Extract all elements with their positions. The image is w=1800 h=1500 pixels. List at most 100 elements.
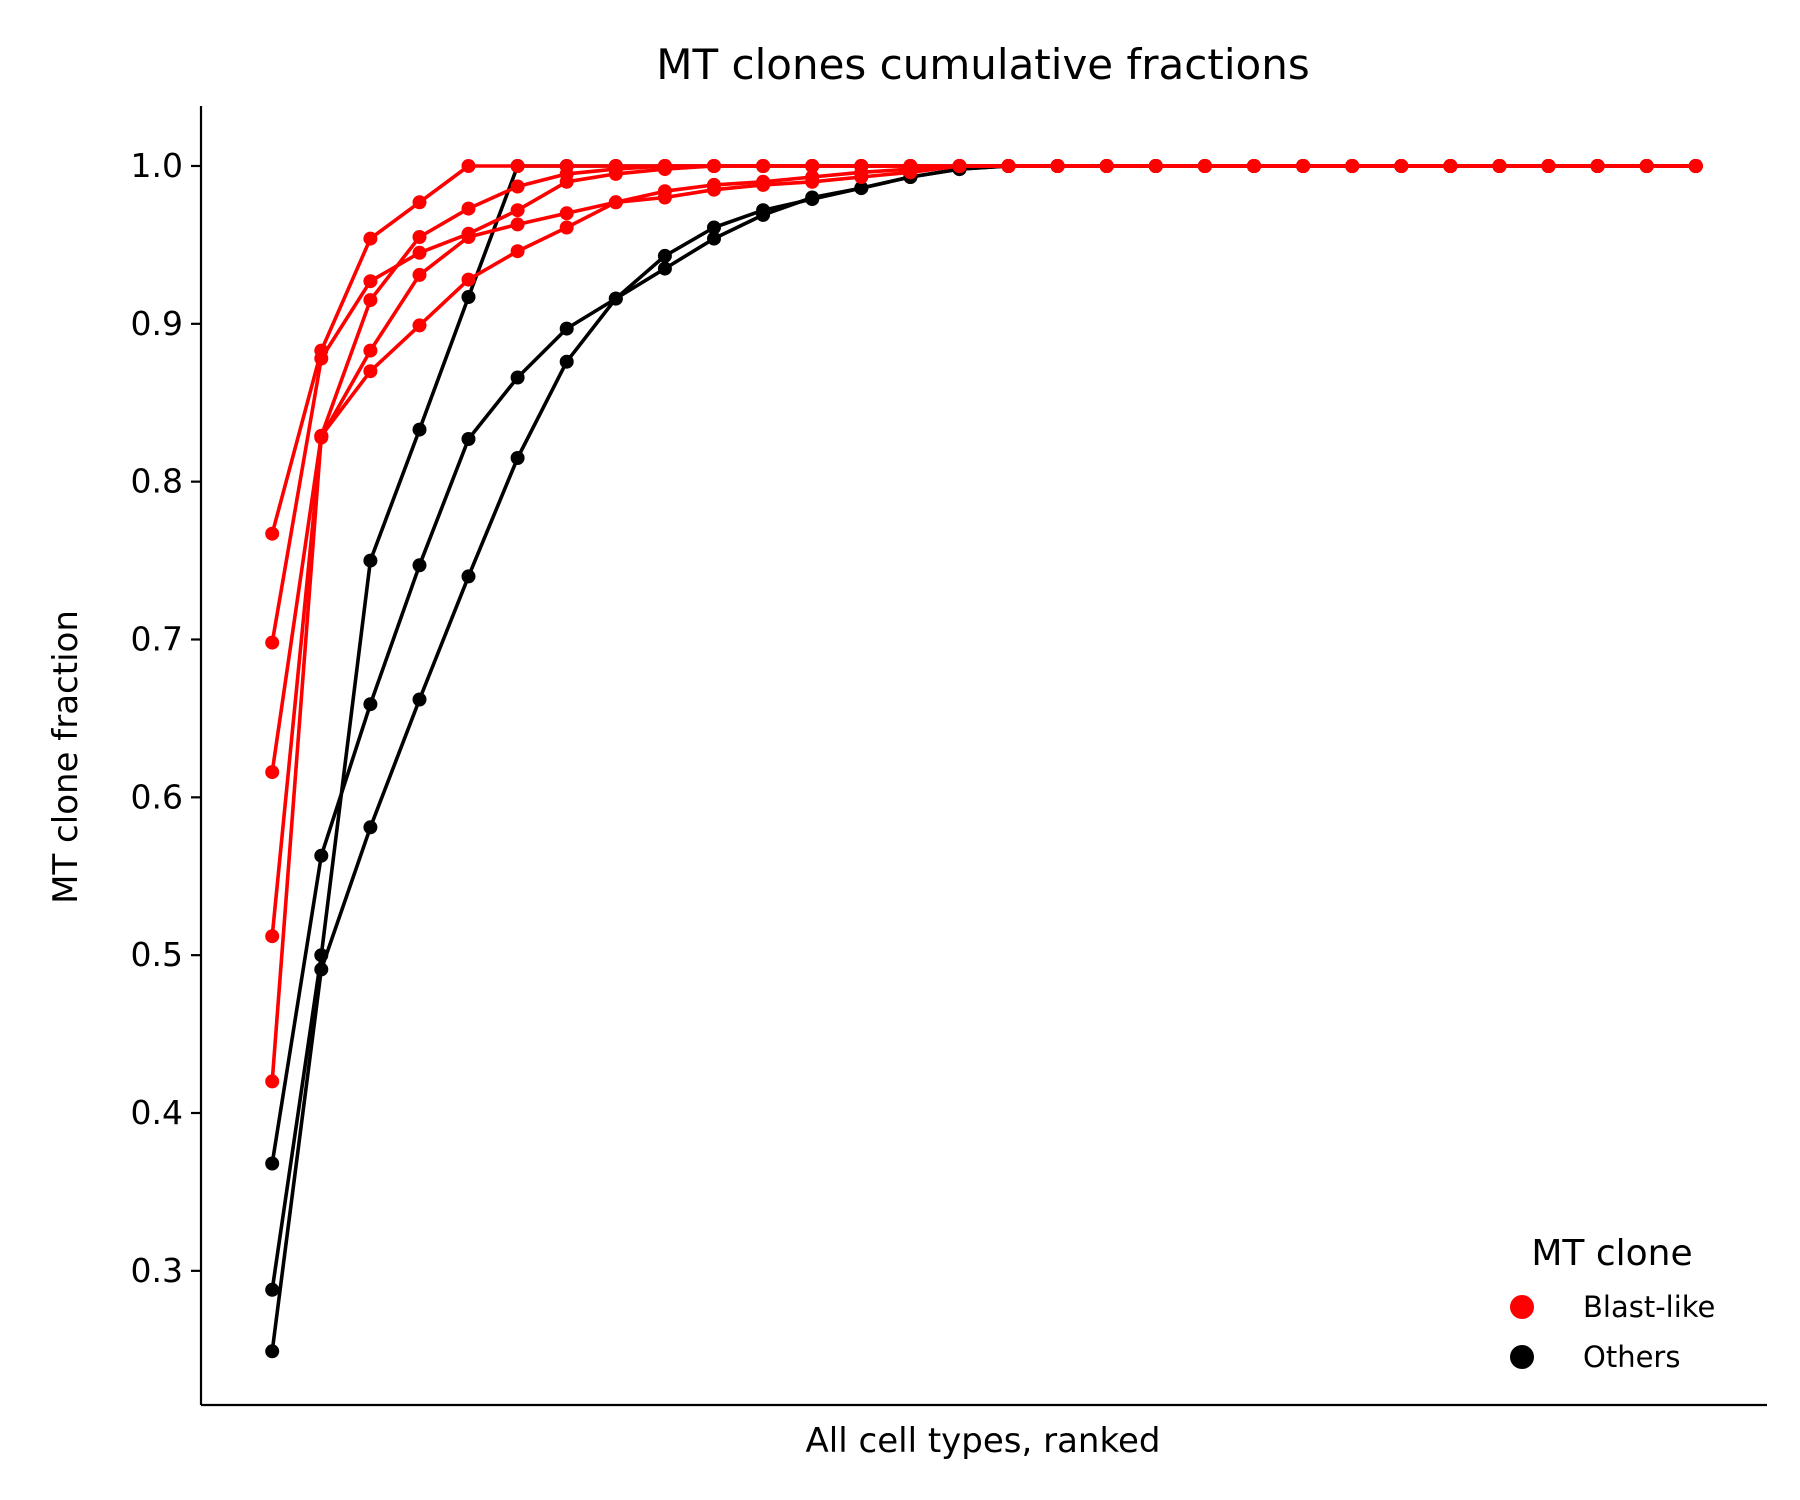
data-point	[1001, 159, 1016, 173]
data-point	[1394, 159, 1409, 173]
data-point	[314, 351, 329, 366]
data-point	[559, 321, 574, 336]
data-point	[756, 177, 771, 192]
data-point	[363, 820, 378, 835]
data-point	[1345, 159, 1360, 173]
y-tick-label: 0.5	[131, 935, 183, 974]
data-point	[1148, 159, 1163, 173]
data-point	[1541, 159, 1556, 173]
data-point	[412, 558, 427, 573]
data-point	[1492, 159, 1507, 173]
legend-entry-others: Others	[1510, 1340, 1680, 1374]
data-point	[707, 182, 721, 197]
data-point	[412, 230, 427, 244]
legend-title: MT clone	[1531, 1233, 1692, 1274]
data-point	[363, 231, 378, 246]
series-5-blast-like	[265, 159, 1703, 780]
series-7-blast-like	[265, 159, 1703, 1089]
data-point	[805, 192, 820, 207]
series-line	[270, 164, 1696, 937]
legend: MT clone Blast-like Others	[1510, 1233, 1715, 1374]
data-point	[952, 159, 967, 173]
data-point	[265, 1074, 280, 1089]
data-point	[314, 428, 329, 443]
data-point	[363, 697, 378, 712]
data-point	[1197, 159, 1212, 173]
data-point	[707, 159, 721, 173]
data-point	[265, 1282, 280, 1297]
series-line	[270, 164, 1696, 1291]
data-point	[657, 190, 672, 205]
data-point	[756, 159, 771, 173]
data-point	[854, 170, 869, 184]
data-point	[510, 370, 525, 385]
data-point	[707, 231, 721, 246]
data-point	[1639, 159, 1654, 173]
y-tick-label: 0.7	[131, 619, 183, 658]
data-point	[805, 159, 820, 173]
series-line	[270, 164, 1696, 773]
data-point	[265, 765, 280, 780]
data-point	[657, 261, 672, 276]
data-point	[805, 174, 820, 189]
y-axis-label: MT clone fraction	[46, 610, 86, 904]
data-point	[510, 217, 525, 232]
data-point	[559, 354, 574, 369]
data-point	[608, 195, 623, 210]
series-line	[270, 164, 1696, 1164]
data-point	[657, 248, 672, 263]
data-point	[608, 291, 623, 306]
data-point	[363, 553, 378, 568]
data-point	[510, 451, 525, 465]
series-1-others	[265, 159, 1703, 1171]
data-point	[559, 166, 574, 181]
data-point	[461, 272, 476, 287]
data-point	[1296, 159, 1311, 173]
data-point	[265, 929, 280, 944]
legend-label-blast-like: Blast-like	[1583, 1290, 1715, 1324]
series-line	[270, 164, 1696, 535]
data-point	[412, 422, 427, 437]
series-3-blast-like	[265, 159, 1703, 541]
data-point	[1688, 159, 1703, 173]
data-point	[559, 220, 574, 235]
data-point	[707, 220, 721, 235]
data-point	[412, 245, 427, 260]
axes-layer	[199, 106, 1767, 1407]
legend-marker-others	[1510, 1345, 1534, 1369]
data-point	[412, 195, 427, 210]
data-point	[461, 569, 476, 584]
y-tick-label: 0.6	[131, 777, 183, 816]
y-tick-label: 0.8	[131, 462, 183, 501]
data-point	[314, 848, 329, 863]
data-point	[363, 274, 378, 289]
data-point	[510, 203, 525, 218]
data-point	[1099, 159, 1114, 173]
x-axis-label: All cell types, ranked	[806, 1421, 1161, 1461]
data-point	[559, 206, 574, 221]
data-point	[363, 343, 378, 358]
series-layer	[265, 159, 1703, 1359]
data-point	[1050, 159, 1065, 173]
series-line	[270, 164, 1696, 1082]
y-ticks: 0.3 0.4 0.5 0.6 0.7 0.8 0.9 1.0	[131, 146, 201, 1290]
data-point	[510, 179, 525, 194]
data-point	[461, 432, 476, 446]
data-point	[265, 1156, 280, 1171]
series-2-others	[265, 159, 1703, 1359]
data-point	[363, 364, 378, 379]
data-point	[265, 1344, 280, 1359]
data-point	[265, 635, 280, 650]
data-point	[903, 165, 918, 180]
data-point	[461, 290, 476, 304]
data-point	[363, 293, 378, 308]
y-tick-label: 1.0	[131, 146, 183, 185]
y-tick-label: 0.4	[131, 1093, 183, 1132]
data-point	[461, 230, 476, 244]
data-point	[412, 267, 427, 282]
data-point	[265, 526, 280, 541]
legend-marker-blast-like	[1510, 1295, 1534, 1319]
legend-entry-blast-like: Blast-like	[1510, 1290, 1715, 1324]
data-point	[461, 159, 476, 173]
